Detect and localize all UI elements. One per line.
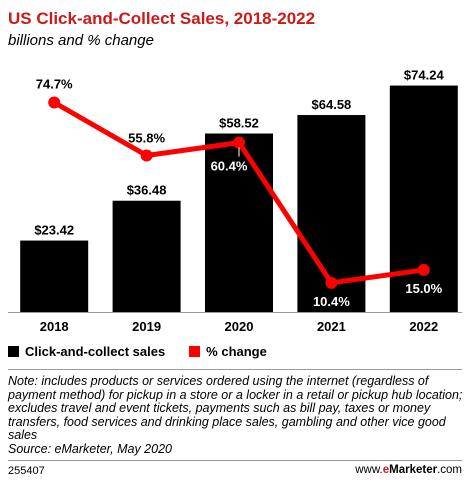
change-label-2021: 10.4% [313, 294, 350, 309]
chart-area: $23.42 $36.48 $58.52 $64.58 $74.24 2018 2019 20… [8, 68, 462, 334]
brand-prefix: www. [355, 464, 383, 476]
change-label-2020: 60.4% [211, 159, 248, 174]
bar-label-2019: $36.48 [127, 183, 167, 198]
brand-e: e [382, 464, 390, 476]
x-tick-label-2018: 2018 [40, 319, 69, 334]
divider-bottom [8, 460, 462, 461]
legend-label-sales: Click-and-collect sales [25, 344, 166, 359]
x-tick-label-2022: 2022 [409, 319, 438, 334]
change-point-2020 [233, 136, 245, 149]
bar-2022 [389, 85, 458, 313]
chart-title: US Click-and-Collect Sales, 2018-2022 [8, 9, 316, 28]
change-label-2018: 74.7% [36, 76, 73, 91]
bar-label-2020: $58.52 [219, 116, 259, 131]
change-point-2018 [48, 96, 61, 109]
bar-label-2018: $23.42 [34, 223, 74, 238]
divider-top [8, 369, 462, 370]
bar-2019 [112, 200, 181, 312]
change-point-2022 [417, 263, 430, 276]
note-text: Note: includes products or services orde… [8, 374, 463, 443]
brand-suffix: .com [437, 464, 462, 476]
legend-label-change: % change [206, 344, 267, 359]
legend-item-sales: Click-and-collect sales [8, 344, 165, 359]
x-tick-label-2021: 2021 [317, 319, 346, 334]
change-label-2022: 15.0% [405, 281, 442, 296]
chart-legend: Click-and-collect sales % change [8, 344, 291, 359]
brand-url[interactable]: www.eMarketer.com [355, 464, 462, 476]
bar-label-2021: $64.58 [312, 97, 352, 112]
bar-label-2022: $74.24 [404, 68, 445, 83]
bar-2018 [20, 240, 89, 312]
brand-name: Marketer [389, 464, 438, 476]
x-tick-label-2020: 2020 [225, 319, 254, 334]
source-text: Source: eMarketer, May 2020 [8, 441, 172, 456]
chart-id: 255407 [8, 465, 45, 477]
legend-swatch-change [189, 346, 201, 357]
note-block: Note: includes products or services orde… [8, 374, 464, 457]
change-point-2021 [325, 276, 338, 289]
change-label-2019: 55.8% [128, 131, 165, 146]
chart-subtitle: billions and % change [8, 32, 154, 49]
change-point-2019 [140, 149, 153, 162]
legend-swatch-sales [8, 346, 19, 357]
bar-2020 [205, 133, 273, 312]
legend-item-change: % change [189, 344, 267, 359]
x-tick-label-2019: 2019 [132, 319, 161, 334]
